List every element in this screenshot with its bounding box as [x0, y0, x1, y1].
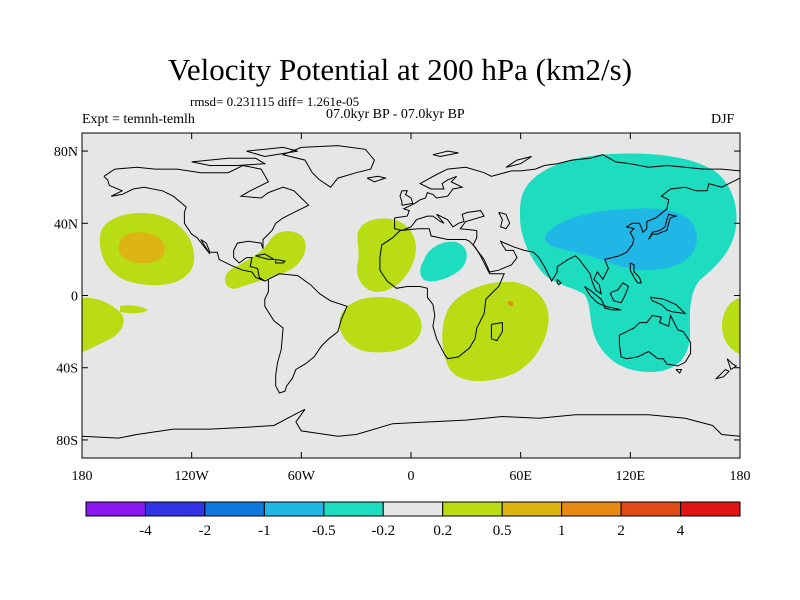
coastline [609, 282, 630, 304]
lat-tick-label: 40N [54, 217, 78, 232]
colorbar-label: 4 [677, 523, 685, 539]
anomaly-contours [82, 153, 740, 382]
coastline [648, 213, 678, 240]
coastline [714, 369, 730, 380]
colorbar-swatch [263, 501, 325, 517]
lon-tick-label: 0 [408, 469, 415, 484]
anomaly-region-north-africa [420, 241, 467, 282]
colorbar-label: -0.2 [371, 523, 395, 539]
colorbar-swatch [501, 501, 563, 517]
lat-tick-label: 80S [56, 434, 78, 449]
colorbar-label: 1 [558, 523, 566, 539]
colorbar-swatch [382, 501, 444, 517]
colorbar-label: -2 [199, 523, 212, 539]
period-text: 07.0kyr BP - 07.0kyr BP [326, 107, 465, 122]
lat-tick-label: 0 [71, 290, 78, 305]
coastline [394, 210, 485, 232]
coastline [255, 253, 276, 260]
lon-tick-label: 120E [616, 469, 646, 484]
coastline [498, 211, 511, 230]
colorbar-swatch [561, 501, 622, 517]
anomaly-region-south-atlantic [339, 296, 422, 353]
colorbar-swatch [620, 501, 682, 517]
coastline [505, 156, 532, 168]
experiment-label: Expt = temnh-temlh [82, 112, 195, 127]
anomaly-region-east-pacific [82, 297, 124, 352]
colorbar-label: -1 [258, 523, 271, 539]
colorbar-label: -0.5 [312, 523, 336, 539]
coastline [675, 369, 683, 374]
coastline [556, 278, 562, 286]
lat-tick-label: 40S [56, 362, 78, 377]
anomaly-region-north-atlantic [356, 218, 416, 292]
coastline [264, 273, 348, 394]
coastline [629, 262, 642, 284]
coastline [394, 166, 521, 219]
lat-tick-label: 80N [54, 145, 78, 160]
anomaly-region-asia-pacific-core [545, 208, 697, 270]
coastline [82, 408, 740, 439]
coastline [520, 154, 740, 172]
colorbar-swatch [680, 501, 741, 517]
season-label: DJF [711, 112, 735, 127]
coastline [432, 150, 459, 158]
coastline [366, 175, 388, 183]
longitude-axis: 180 120W 60W 0 60E 120E 180 [72, 133, 751, 484]
lon-tick-label: 120W [175, 469, 210, 484]
anomaly-region-dateline [722, 298, 740, 354]
lon-tick-label: 60E [509, 469, 532, 484]
lon-tick-label: 180 [730, 469, 751, 484]
coastline [618, 313, 692, 367]
colorbar-swatch [144, 501, 206, 517]
coastline [649, 296, 687, 315]
map-title: Velocity Potential at 200 hPa (km2/s) [167, 52, 633, 87]
coastline [191, 157, 267, 166]
coastline [246, 146, 298, 158]
anomaly-region-north-pacific-core [118, 232, 165, 264]
colorbar-swatch [204, 501, 265, 517]
coastline [103, 164, 310, 282]
coastline [275, 258, 286, 264]
colorbar-swatch [442, 501, 503, 517]
colorbar-swatch [323, 501, 384, 517]
coastline [472, 177, 740, 295]
stats-text: rmsd= 0.231115 diff= 1.261e-05 [190, 94, 360, 109]
anomaly-region-caribbean [224, 231, 306, 289]
colorbar-label: 2 [617, 523, 625, 539]
anomaly-region-africa-spot [508, 301, 514, 306]
coastline [281, 145, 375, 188]
colorbar-labels: -4 -2 -1 -0.5 -0.2 0.2 0.5 1 2 4 [139, 523, 685, 539]
colorbar [85, 501, 741, 517]
lon-tick-label: 180 [72, 469, 93, 484]
colorbar-label: -4 [139, 523, 152, 539]
lon-tick-label: 60W [288, 469, 316, 484]
coastline [490, 322, 503, 342]
colorbar-label: 0.5 [493, 523, 512, 539]
anomaly-region-southern-africa [442, 281, 549, 382]
coastline [726, 358, 738, 371]
colorbar-label: 0.2 [433, 523, 452, 539]
colorbar-swatch [85, 501, 146, 517]
coastlines [82, 145, 740, 439]
coastline [399, 190, 414, 206]
latitude-axis: 80N 40N 0 40S 80S [54, 145, 740, 449]
anomaly-region-east-pacific-tail [120, 305, 148, 314]
coastline [379, 228, 505, 360]
coastline [604, 305, 622, 311]
